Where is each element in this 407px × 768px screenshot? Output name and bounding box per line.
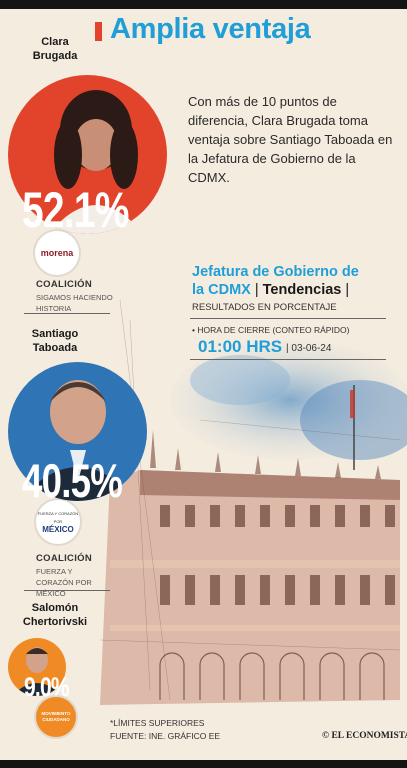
candidate-first-name: Clara xyxy=(41,36,69,48)
divider xyxy=(190,318,386,319)
bullet-icon: • xyxy=(192,325,198,335)
footnote: *LÍMITES SUPERIORES xyxy=(110,718,205,728)
party-logo: MOVIMIENTO CIUDADANO xyxy=(36,697,76,737)
party-logo: FUERZA Y CORAZÓN POR MÉXICO xyxy=(36,500,80,544)
party-logo-subtext: FUERZA Y CORAZÓN POR xyxy=(37,511,79,524)
bottom-rule xyxy=(0,760,407,768)
party-logo-text: morena xyxy=(40,248,74,258)
portrait-icon xyxy=(18,380,138,501)
result-value: 52.1% xyxy=(22,182,129,238)
results-box-title-line2: la CDMX xyxy=(192,282,251,298)
coalition-name: FUERZA Y CORAZÓN POR MÉXICO xyxy=(36,567,92,598)
top-rule xyxy=(0,0,407,9)
candidate-name: Clara Brugada xyxy=(0,35,110,63)
candidate-first-name: Santiago xyxy=(31,328,79,340)
page-title: Amplia ventaja xyxy=(110,13,311,45)
divider xyxy=(24,313,110,314)
brand-logo: © EL ECONOMISTA xyxy=(322,731,407,741)
source-line: FUENTE: INE. GRÁFICO EE xyxy=(110,731,221,741)
separator: | xyxy=(341,282,350,298)
portrait-icon xyxy=(48,90,144,234)
candidate-result-circle xyxy=(8,638,66,696)
candidate-result-circle xyxy=(8,362,147,501)
divider xyxy=(24,590,110,591)
results-box-subtitle: RESULTADOS EN PORCENTAJE xyxy=(192,302,337,313)
coalition-label: COALICIÓN xyxy=(36,553,93,564)
candidate-result-circle xyxy=(8,75,167,234)
separator: | xyxy=(254,282,263,298)
party-logo-text: MÉXICO xyxy=(42,525,74,534)
results-box-tag: Tendencias xyxy=(262,282,342,298)
title-accent xyxy=(95,22,102,41)
divider xyxy=(190,359,386,360)
close-time-label: • HORA DE CIERRE (CONTEO RÁPIDO) xyxy=(192,325,350,335)
results-box-title-line1: Jefatura de Gobierno de xyxy=(192,264,359,280)
party-logo: morena xyxy=(35,231,79,275)
candidate-last-name: Taboada xyxy=(32,342,78,354)
candidate-name: Santiago Taboada xyxy=(0,327,110,355)
coalition-label: COALICIÓN xyxy=(36,279,93,290)
result-value: 40.5% xyxy=(22,454,123,507)
candidate-last-name: Brugada xyxy=(32,50,78,62)
results-box-title: Jefatura de Gobierno de la CDMX | Tenden… xyxy=(192,263,382,299)
candidate-name: Salomón Chertorivski xyxy=(0,601,110,629)
portrait-icon xyxy=(12,647,62,696)
intro-text: Con más de 10 puntos de diferencia, Clar… xyxy=(188,94,393,185)
separator: | xyxy=(286,343,292,354)
close-time: 01:00 HRS xyxy=(198,337,283,356)
close-date: | 03-06-24 xyxy=(286,343,332,354)
coalition-name: SIGAMOS HACIENDO HISTORIA xyxy=(36,293,113,313)
candidate-first-name: Salomón xyxy=(31,602,79,614)
party-logo-text: MOVIMIENTO CIUDADANO xyxy=(41,711,71,722)
candidate-last-name: Chertorivski xyxy=(22,616,88,628)
